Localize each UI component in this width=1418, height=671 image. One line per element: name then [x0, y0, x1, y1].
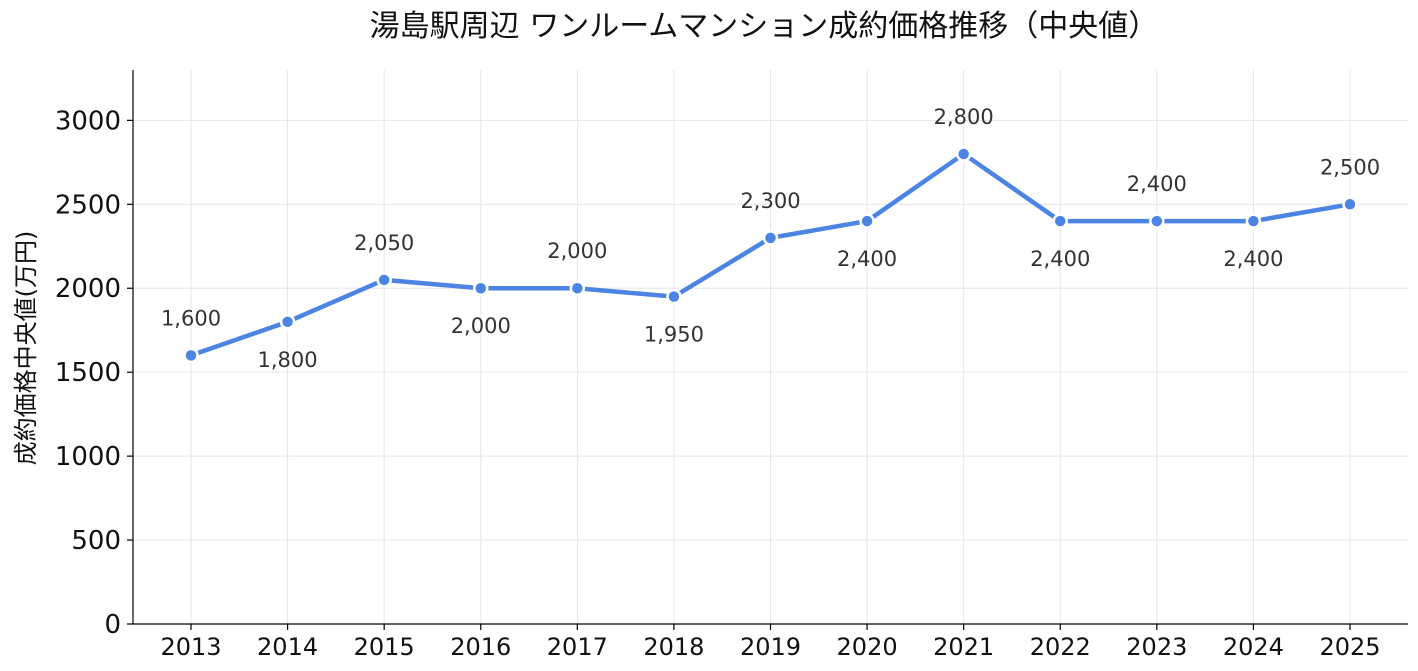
- data-label: 2,000: [547, 239, 607, 263]
- x-tick-label: 2018: [643, 633, 704, 661]
- data-point: [1149, 213, 1165, 229]
- y-tick-label: 2000: [55, 274, 121, 304]
- data-point: [473, 280, 489, 296]
- data-point: [666, 288, 682, 305]
- series-layer: [183, 146, 1358, 364]
- data-label: 2,050: [354, 231, 414, 255]
- data-label: 1,600: [161, 306, 221, 330]
- x-tick-label: 2021: [933, 633, 994, 661]
- data-label: 2,400: [1030, 247, 1090, 271]
- data-label: 2,000: [451, 314, 511, 338]
- y-tick-label: 3000: [55, 106, 121, 136]
- data-point: [1052, 213, 1068, 229]
- data-point: [762, 230, 779, 246]
- x-tick-label: 2025: [1319, 633, 1380, 661]
- y-tick-label: 500: [71, 526, 121, 556]
- y-tick-label: 1000: [55, 442, 121, 472]
- data-label: 2,500: [1320, 155, 1380, 179]
- y-tick-label: 0: [104, 610, 121, 640]
- data-label: 2,800: [934, 105, 994, 129]
- x-tick-label: 2023: [1126, 633, 1187, 661]
- x-tick-label: 2019: [740, 633, 801, 661]
- x-tick-label: 2020: [837, 633, 898, 661]
- data-point: [279, 314, 296, 330]
- y-tick-label: 2500: [55, 190, 121, 220]
- data-point: [1245, 213, 1262, 229]
- x-tick-label: 2016: [450, 633, 511, 661]
- data-point: [569, 280, 586, 296]
- axes-layer: 0 500 1000 1500 2000 2500 3000 2013 2014 2015 2016…: [55, 70, 1408, 661]
- y-axis-title: 成約価格中央値(万円): [12, 231, 40, 466]
- data-point: [859, 213, 875, 229]
- data-point: [1342, 196, 1358, 213]
- x-tick-label: 2022: [1030, 633, 1091, 661]
- data-label: 1,950: [644, 323, 704, 347]
- chart-title: 湯島駅周辺 ワンルームマンション成約価格推移（中央値）: [370, 9, 1159, 44]
- data-point: [376, 272, 392, 288]
- x-tick-label: 2017: [547, 633, 608, 661]
- data-label: 2,400: [837, 247, 897, 271]
- data-label: 2,400: [1127, 172, 1187, 196]
- x-tick-label: 2013: [160, 633, 221, 661]
- grid-layer: [133, 70, 1408, 624]
- data-label: 1,800: [258, 348, 318, 372]
- data-point: [183, 347, 199, 364]
- x-tick-label: 2024: [1223, 633, 1284, 661]
- x-tick-label: 2015: [354, 633, 415, 661]
- x-tick-label: 2014: [257, 633, 318, 661]
- data-point: [955, 146, 972, 162]
- y-tick-label: 1500: [55, 358, 121, 388]
- data-labels-layer: 1,600 1,800 2,050 2,000 2,000 1,950 2,300 2,400…: [161, 105, 1380, 372]
- data-label: 2,300: [740, 189, 800, 213]
- data-label: 2,400: [1223, 247, 1283, 271]
